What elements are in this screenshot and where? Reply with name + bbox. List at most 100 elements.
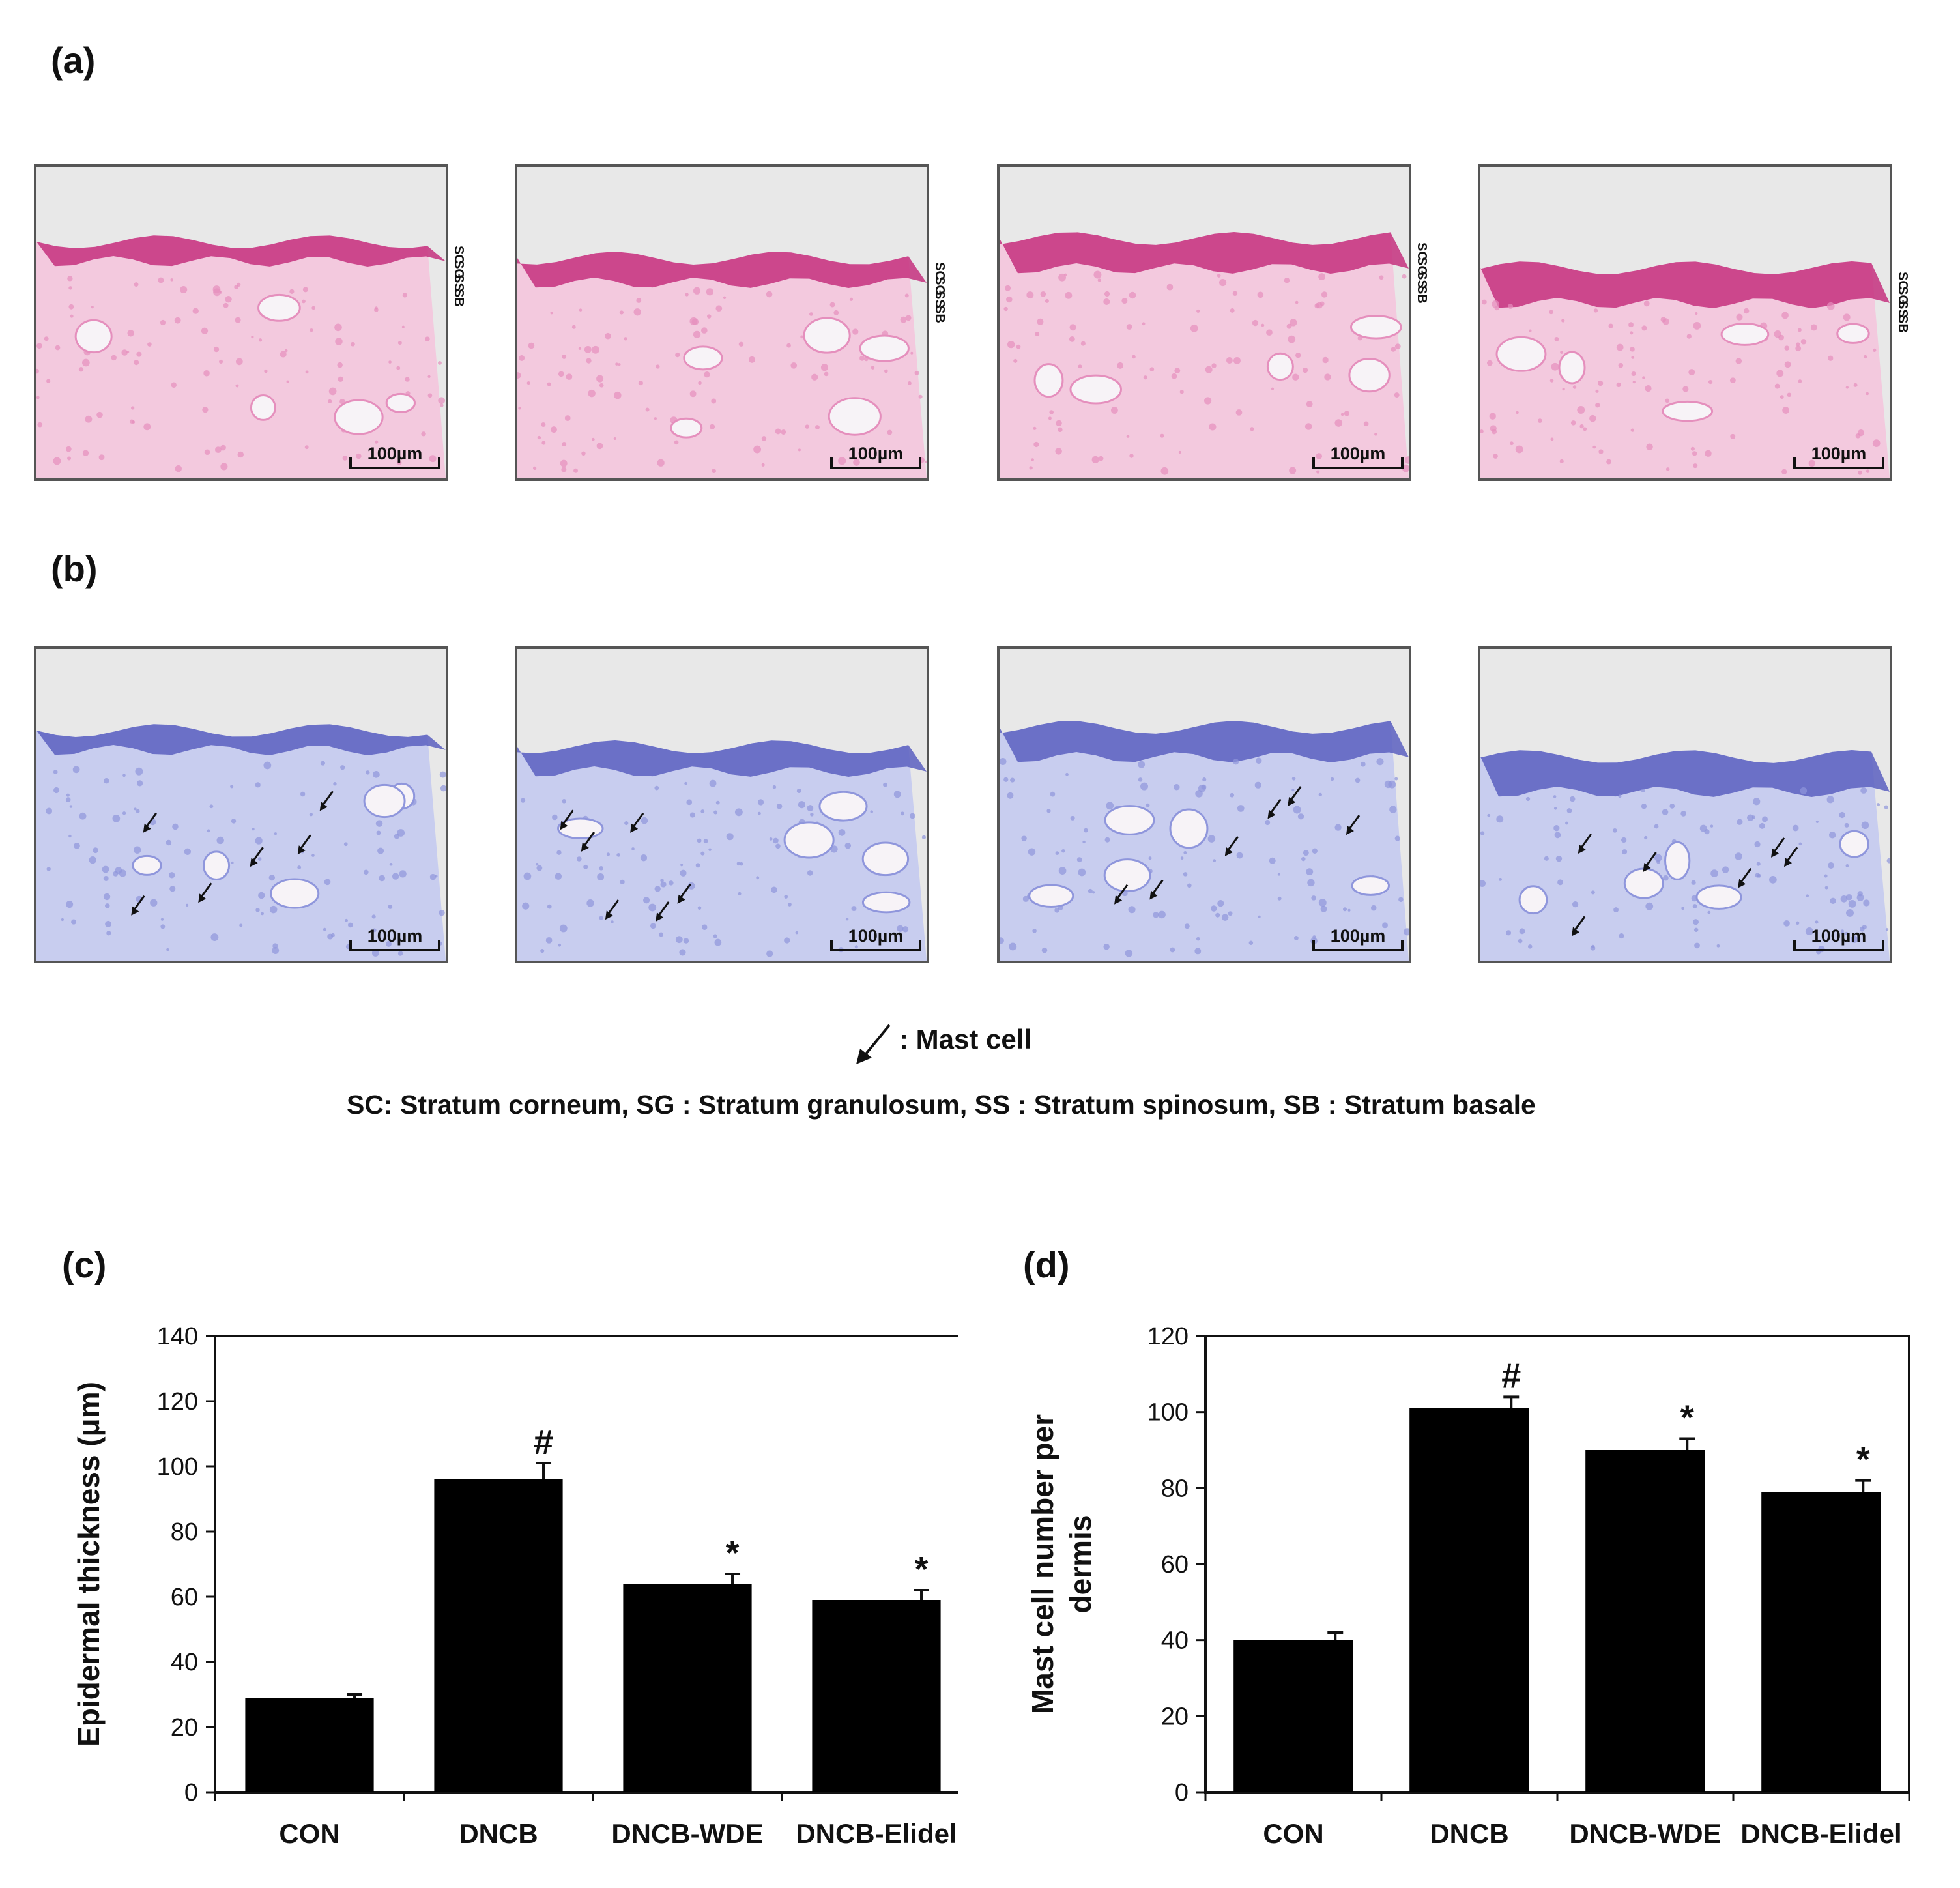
scale-bar: 100µm bbox=[1312, 923, 1404, 951]
significance-marker: * bbox=[1856, 1440, 1870, 1479]
bar-con bbox=[245, 1698, 374, 1792]
y-tick-label: 60 bbox=[1161, 1551, 1189, 1578]
y-tick-label: 40 bbox=[1161, 1627, 1189, 1655]
mast-cell-arrow bbox=[1224, 835, 1239, 856]
y-tick-label: 20 bbox=[171, 1714, 198, 1741]
toluidine-micrograph-2: 100µm bbox=[515, 646, 929, 963]
mast-cell-arrow bbox=[630, 812, 644, 833]
toluidine-micrograph-1: 100µm bbox=[34, 646, 448, 963]
mast-cell-arrow bbox=[297, 834, 311, 855]
mast-cell-arrow bbox=[1346, 815, 1361, 835]
mast-cell-arrow bbox=[1578, 834, 1592, 854]
panel-label-b: (b) bbox=[51, 548, 98, 589]
significance-marker: # bbox=[534, 1423, 553, 1462]
panel-label-a: (a) bbox=[51, 40, 96, 81]
mast-cell-legend-text: : Mast cell bbox=[899, 1024, 1032, 1054]
y-tick-label: 20 bbox=[1161, 1703, 1189, 1730]
error-bar bbox=[914, 1589, 930, 1600]
significance-marker: * bbox=[915, 1550, 929, 1589]
mast-cell-arrow bbox=[581, 832, 596, 852]
error-bar bbox=[347, 1693, 363, 1698]
scale-bar: 100µm bbox=[1793, 923, 1884, 951]
x-tick-label: DNCB-WDE bbox=[1569, 1818, 1721, 1849]
scale-bar-label: 100µm bbox=[848, 926, 904, 946]
y-tick-label: 0 bbox=[1175, 1779, 1189, 1807]
strata-legend: SC: Stratum corneum, SG : Stratum granul… bbox=[347, 1090, 1536, 1120]
scale-bar-label: 100µm bbox=[1811, 444, 1867, 463]
panel-label-c: (c) bbox=[62, 1244, 107, 1285]
toluidine-micrograph-4: 100µm bbox=[1478, 646, 1892, 963]
panel-label-d: (d) bbox=[1023, 1244, 1070, 1285]
y-axis-label: dermis bbox=[1063, 1515, 1097, 1614]
error-bar bbox=[536, 1462, 552, 1479]
y-axis-label: Epidermal thickness (μm) bbox=[72, 1382, 106, 1747]
scale-bar: 100µm bbox=[349, 441, 440, 469]
mast-cell-arrow bbox=[1643, 852, 1657, 872]
he-micrograph-2: 100µm bbox=[515, 164, 929, 481]
error-bar bbox=[1327, 1631, 1344, 1640]
x-tick-label: CON bbox=[279, 1818, 339, 1849]
mast-cell-arrow bbox=[1149, 879, 1164, 900]
he-micrograph-1: 100µm bbox=[34, 164, 448, 481]
scale-bar-label: 100µm bbox=[367, 444, 423, 463]
scale-bar-label: 100µm bbox=[1330, 926, 1386, 946]
scale-bar: 100µm bbox=[1312, 441, 1404, 469]
scale-bar-label: 100µm bbox=[1330, 444, 1386, 463]
mast-cell-arrow bbox=[319, 791, 334, 811]
scale-bar-label: 100µm bbox=[367, 926, 423, 946]
he-micrograph-4: 100µm bbox=[1478, 164, 1892, 481]
scale-bar-label: 100µm bbox=[848, 444, 904, 463]
x-tick-label: DNCB bbox=[459, 1818, 538, 1849]
scale-bar-label: 100µm bbox=[1811, 926, 1867, 946]
y-tick-label: 40 bbox=[171, 1649, 198, 1676]
mast-cell-arrow bbox=[656, 901, 670, 922]
mast-cell-arrow bbox=[1114, 884, 1129, 905]
x-tick-label: DNCB bbox=[1430, 1818, 1508, 1849]
layer-label-sb: SB bbox=[1895, 315, 1910, 333]
x-tick-label: DNCB-Elidel bbox=[1740, 1818, 1901, 1849]
bar-dncb-elidel bbox=[812, 1600, 941, 1792]
y-tick-label: 120 bbox=[1147, 1323, 1189, 1350]
mast-cell-arrow bbox=[560, 809, 574, 830]
mast-cell-arrow bbox=[677, 883, 691, 904]
x-tick-label: DNCB-WDE bbox=[611, 1818, 763, 1849]
bar-dncb bbox=[434, 1479, 563, 1792]
bar-dncb-wde bbox=[623, 1584, 752, 1792]
error-bar bbox=[1503, 1395, 1520, 1408]
y-tick-label: 80 bbox=[1161, 1475, 1189, 1502]
y-tick-label: 0 bbox=[184, 1779, 198, 1807]
y-tick-label: 80 bbox=[171, 1518, 198, 1546]
layer-label-sb: SB bbox=[452, 289, 466, 307]
y-axis-label: Mast cell number per bbox=[1026, 1414, 1059, 1714]
significance-marker: * bbox=[726, 1533, 740, 1573]
layer-label-sb: SB bbox=[1415, 285, 1429, 304]
scale-bar: 100µm bbox=[830, 441, 921, 469]
toluidine-micrograph-3: 100µm bbox=[997, 646, 1411, 963]
layer-label-sb: SB bbox=[932, 305, 947, 323]
arrow-icon bbox=[856, 1024, 891, 1064]
mast-cell-arrow bbox=[1572, 916, 1586, 937]
bar-dncb-elidel bbox=[1761, 1492, 1881, 1792]
mast-cell-arrow bbox=[250, 847, 264, 867]
y-tick-label: 100 bbox=[157, 1453, 198, 1481]
mast-cell-arrow bbox=[1784, 847, 1798, 867]
mast-cell-arrow bbox=[605, 899, 620, 920]
mast-cell-arrow bbox=[1267, 798, 1282, 819]
mast-cell-arrow bbox=[1288, 786, 1302, 807]
mast-cell-arrow bbox=[198, 882, 212, 903]
y-tick-label: 60 bbox=[171, 1584, 198, 1611]
y-tick-label: 140 bbox=[157, 1323, 198, 1350]
bar-con bbox=[1233, 1640, 1353, 1792]
significance-marker: # bbox=[1501, 1356, 1521, 1395]
he-micrograph-3: 100µm bbox=[997, 164, 1411, 481]
bar-dncb-wde bbox=[1585, 1450, 1705, 1792]
significance-marker: * bbox=[1680, 1399, 1694, 1438]
x-tick-label: CON bbox=[1263, 1818, 1323, 1849]
y-tick-label: 120 bbox=[157, 1388, 198, 1416]
error-bar bbox=[1679, 1437, 1695, 1450]
mast-cell-chart: 0 20 40 60 80 100 120 CON # DNCB * DNCB-WDE * DNCB-El… bbox=[1016, 1303, 1929, 1880]
error-bar bbox=[725, 1573, 741, 1584]
y-tick-label: 100 bbox=[1147, 1399, 1189, 1427]
scale-bar: 100µm bbox=[830, 923, 921, 951]
epidermal-thickness-chart: 0 20 40 60 80 100 120 140 CON # DNCB * DNCB-WDE * DNCB… bbox=[59, 1303, 972, 1880]
